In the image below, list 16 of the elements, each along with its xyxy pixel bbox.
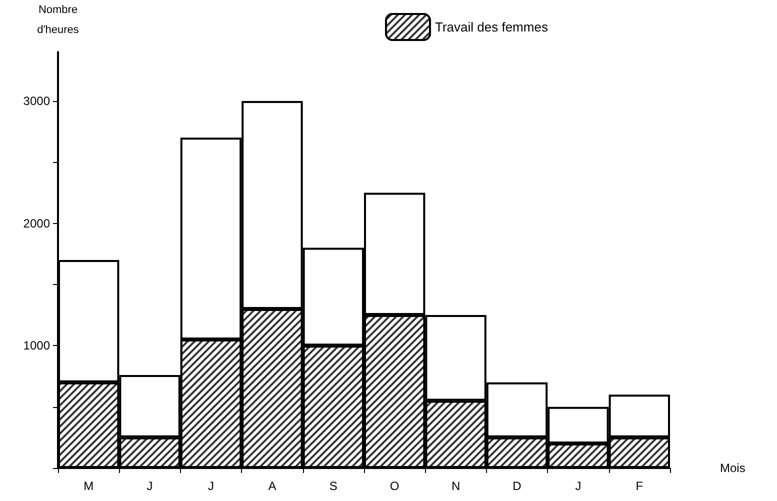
x-tick-label: D xyxy=(512,479,522,493)
x-tick-label: S xyxy=(329,479,338,493)
y-axis-title: Nombre d'heures xyxy=(37,4,80,36)
legend-label: Travail des femmes xyxy=(435,20,548,34)
x-tick-label: A xyxy=(268,479,276,493)
y-tick-label: 1000 xyxy=(23,338,50,353)
x-tick-label: F xyxy=(636,479,644,493)
x-tick-label: N xyxy=(451,479,460,493)
x-tick-label: M xyxy=(84,479,94,493)
x-axis-title: Mois xyxy=(720,461,746,475)
x-tick-label: J xyxy=(208,479,214,493)
x-tick-label: J xyxy=(575,479,582,493)
y-tick-label: 2000 xyxy=(23,216,50,230)
y-tick-label: 3000 xyxy=(23,94,50,108)
x-tick-label: J xyxy=(146,479,153,493)
x-tick-label: O xyxy=(390,479,400,493)
